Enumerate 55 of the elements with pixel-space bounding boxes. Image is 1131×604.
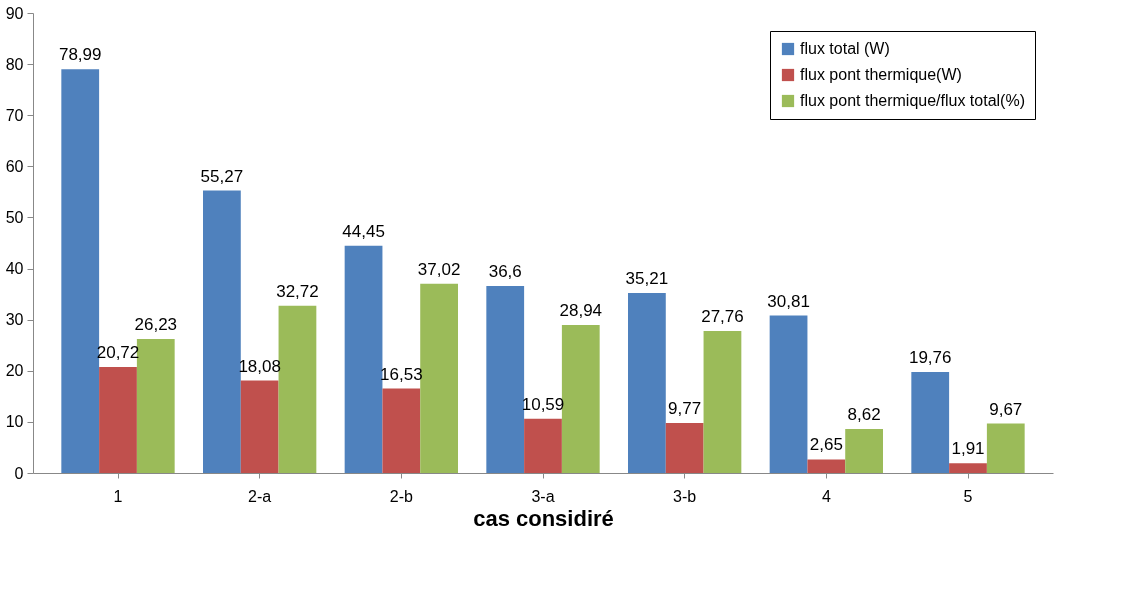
bar (703, 331, 742, 473)
data-label: 8,62 (847, 404, 881, 424)
y-tick-label: 40 (5, 260, 24, 278)
legend-label: flux total (W) (800, 40, 890, 57)
x-tick-label: 3-a (531, 487, 555, 505)
data-label: 26,23 (134, 314, 178, 334)
data-label: 35,21 (625, 269, 669, 289)
bar (986, 423, 1025, 473)
x-tick-label: 2-a (248, 487, 272, 505)
bar (99, 367, 137, 473)
data-label: 44,45 (342, 221, 385, 241)
bar (949, 463, 987, 473)
y-tick-label: 60 (5, 157, 24, 175)
data-label: 19,76 (908, 348, 952, 367)
data-label: 32,72 (276, 281, 319, 301)
data-label: 55,27 (200, 166, 244, 186)
y-tick-label: 50 (5, 208, 24, 226)
y-tick-label: 80 (5, 55, 24, 73)
y-tick-label: 10 (5, 413, 24, 431)
data-label: 1,91 (951, 439, 985, 459)
x-tick-label: 3-b (673, 487, 697, 505)
bar (486, 285, 525, 473)
data-label: 28,94 (559, 301, 603, 321)
bar (240, 380, 279, 473)
bar (524, 418, 562, 473)
legend-label: flux pont thermique/flux total(%) (800, 92, 1025, 109)
bar (911, 372, 950, 473)
x-axis-title: cas considiré (473, 505, 614, 531)
x-tick-label: 4 (821, 487, 831, 505)
x-tick-label: 1 (113, 487, 123, 505)
data-label: 37,02 (417, 259, 461, 279)
x-tick-label: 2-b (389, 487, 413, 505)
bar (807, 459, 846, 473)
y-tick-label: 90 (5, 4, 24, 22)
legend-label: flux pont thermique(W) (800, 66, 962, 83)
bar (420, 283, 458, 473)
data-label: 9,77 (668, 399, 702, 419)
y-tick-label: 20 (5, 362, 24, 380)
bar (769, 315, 808, 473)
data-label: 9,67 (989, 399, 1023, 419)
bar (382, 388, 421, 473)
y-tick-label: 0 (14, 464, 24, 482)
data-label: 36,6 (488, 261, 522, 281)
bar (628, 293, 666, 473)
data-label: 78,99 (58, 45, 102, 65)
y-tick-label: 30 (5, 311, 24, 329)
y-tick-label: 70 (5, 106, 24, 124)
x-tick-label: 5 (963, 487, 973, 505)
bar (203, 190, 241, 473)
bar (665, 423, 704, 473)
data-label: 2,65 (809, 435, 843, 455)
data-label: 27,76 (701, 307, 744, 327)
data-label: 30,81 (767, 291, 810, 311)
bar (845, 428, 883, 473)
bar (344, 245, 383, 473)
